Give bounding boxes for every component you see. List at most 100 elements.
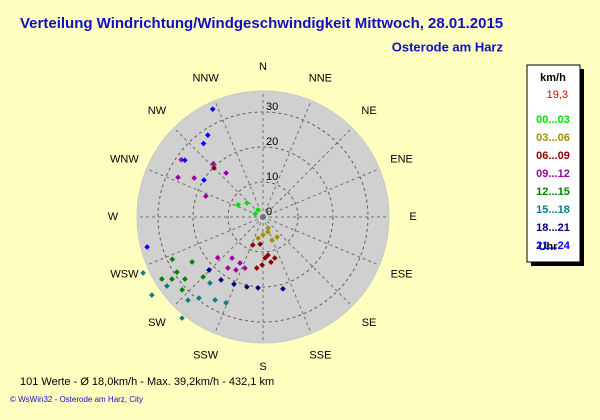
spoke — [146, 168, 264, 218]
point — [249, 242, 256, 248]
point — [196, 295, 202, 301]
legend-entry: 06...09 — [536, 150, 570, 162]
point — [202, 193, 209, 199]
chart-title: Verteilung Windrichtung/Windgeschwindigk… — [20, 15, 503, 32]
point — [233, 267, 239, 273]
direction-label: ENE — [390, 154, 413, 166]
point — [200, 140, 207, 147]
spoke — [214, 100, 264, 218]
point — [191, 175, 197, 181]
point — [204, 132, 211, 139]
r-tick-label: 0 — [266, 206, 272, 218]
legend-entry: 00...03 — [536, 114, 570, 126]
spoke — [262, 216, 353, 307]
point — [269, 237, 275, 244]
point — [179, 315, 185, 321]
direction-label: WSW — [110, 268, 139, 280]
point — [218, 277, 224, 283]
point — [244, 284, 250, 290]
point — [209, 106, 216, 112]
point — [206, 267, 212, 273]
point — [201, 177, 207, 183]
credit: © WsWin32 - Osterode am Harz, City — [10, 395, 143, 404]
point — [257, 241, 263, 247]
direction-label: W — [108, 211, 119, 223]
point — [144, 244, 150, 250]
point — [271, 255, 278, 261]
legend-entry: 18...21 — [536, 222, 570, 234]
point — [265, 225, 272, 231]
direction-label: NW — [148, 105, 167, 117]
point — [175, 174, 181, 181]
direction-label: E — [409, 211, 416, 223]
point — [244, 200, 250, 206]
direction-label: ESE — [391, 268, 413, 280]
legend-entry: 21...24 — [536, 240, 571, 252]
direction-label: SSW — [193, 349, 219, 361]
point — [255, 207, 261, 213]
spoke — [262, 216, 380, 266]
point — [189, 259, 195, 265]
grid-ring — [157, 111, 369, 323]
legend-footer: Uhr — [539, 241, 559, 253]
point — [253, 265, 260, 271]
legend-box — [526, 64, 581, 263]
point — [268, 259, 274, 265]
point — [200, 274, 206, 280]
direction-label: N — [259, 61, 267, 73]
point — [185, 297, 191, 304]
direction-label: NE — [361, 105, 376, 117]
footer: 101 Werte - Ø 18,0km/h - Max. 39,2km/h -… — [20, 376, 274, 388]
point — [231, 281, 237, 287]
legend-title: km/h — [540, 72, 566, 84]
direction-label: SW — [148, 317, 166, 329]
point — [223, 300, 229, 306]
direction-label: WNW — [110, 154, 139, 166]
direction-label: NNE — [309, 72, 332, 84]
current-value: 19,3 — [547, 89, 568, 101]
point — [260, 232, 266, 238]
legend-entry: 09...12 — [536, 168, 570, 180]
point — [225, 265, 231, 271]
legend-entry: 15...18 — [536, 204, 570, 216]
point — [182, 276, 188, 282]
point — [164, 283, 170, 289]
point — [259, 262, 265, 268]
point — [255, 235, 261, 241]
legend-entry: 03...06 — [536, 132, 570, 144]
point — [235, 202, 241, 208]
spoke — [262, 216, 312, 334]
point — [207, 280, 213, 286]
point — [265, 252, 271, 258]
direction-label: S — [259, 361, 266, 373]
point — [174, 269, 180, 275]
point — [242, 265, 248, 271]
legend-entry: 12...15 — [536, 186, 570, 198]
point — [280, 286, 286, 292]
point — [179, 287, 185, 293]
point — [211, 165, 217, 171]
point — [265, 229, 271, 235]
point — [255, 285, 261, 291]
spoke — [262, 168, 380, 218]
chart-subtitle: Osterode am Harz — [392, 39, 504, 54]
point — [169, 256, 176, 263]
point — [182, 157, 188, 164]
point — [274, 234, 280, 240]
grid-ring — [227, 181, 299, 253]
point — [159, 276, 165, 282]
point — [178, 156, 185, 163]
r-tick-label: 30 — [266, 101, 278, 113]
point — [169, 276, 175, 282]
point — [237, 260, 243, 266]
direction-label: SE — [362, 317, 377, 329]
direction-label: NNW — [192, 72, 219, 84]
point — [149, 292, 155, 298]
point — [223, 170, 229, 176]
point — [140, 270, 146, 276]
point — [212, 297, 218, 303]
direction-label: SSE — [309, 349, 331, 361]
point — [214, 254, 221, 261]
point — [210, 160, 217, 167]
